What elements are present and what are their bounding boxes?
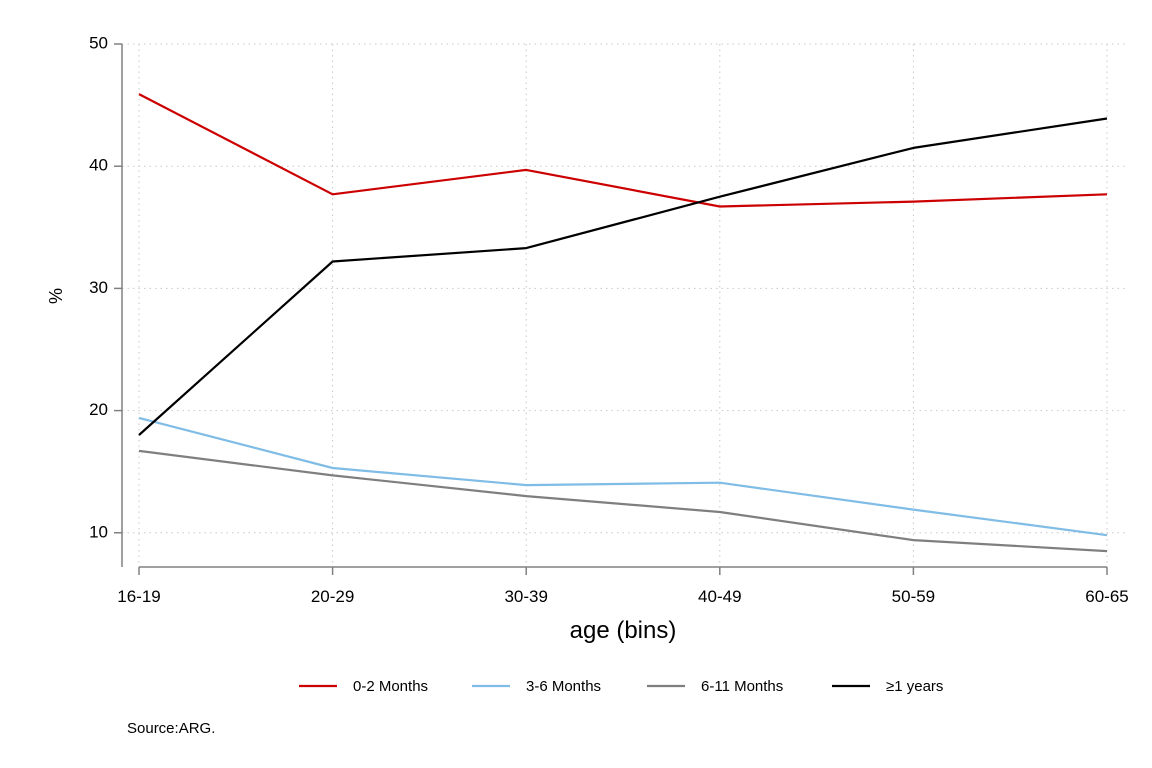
- y-tick-label: 10: [89, 522, 108, 541]
- source-note: Source:ARG.: [127, 720, 215, 737]
- y-tick-label: 20: [89, 400, 108, 419]
- x-tick-label: 50-59: [892, 587, 935, 606]
- x-tick-label: 30-39: [504, 587, 547, 606]
- axes: 10 20 30 40 50 16-19 20-29 30-39 40-49 50-59 60-65: [89, 33, 1129, 606]
- series-line-3: [138, 449, 1108, 553]
- series-line-4: [138, 117, 1108, 436]
- y-tick-label: 50: [89, 33, 108, 52]
- series-line-2: [138, 416, 1108, 537]
- legend: 0-2 Months 3-6 Months 6-11 Months ≥1 years: [299, 678, 943, 695]
- y-axis-title: %: [46, 288, 66, 304]
- gridlines: [122, 43, 1127, 567]
- x-tick-label: 16-19: [117, 587, 160, 606]
- series-lines: [138, 93, 1108, 553]
- legend-label: 0-2 Months: [353, 678, 428, 695]
- x-tick-label: 40-49: [698, 587, 741, 606]
- legend-label: 3-6 Months: [526, 678, 601, 695]
- legend-label: ≥1 years: [886, 678, 943, 695]
- series-line-1: [138, 93, 1108, 208]
- y-tick-label: 40: [89, 156, 108, 175]
- y-tick-label: 30: [89, 278, 108, 297]
- legend-label: 6-11 Months: [701, 678, 783, 695]
- x-axis-title: age (bins): [570, 617, 677, 644]
- x-tick-label: 60-65: [1085, 587, 1128, 606]
- x-tick-label: 20-29: [311, 587, 354, 606]
